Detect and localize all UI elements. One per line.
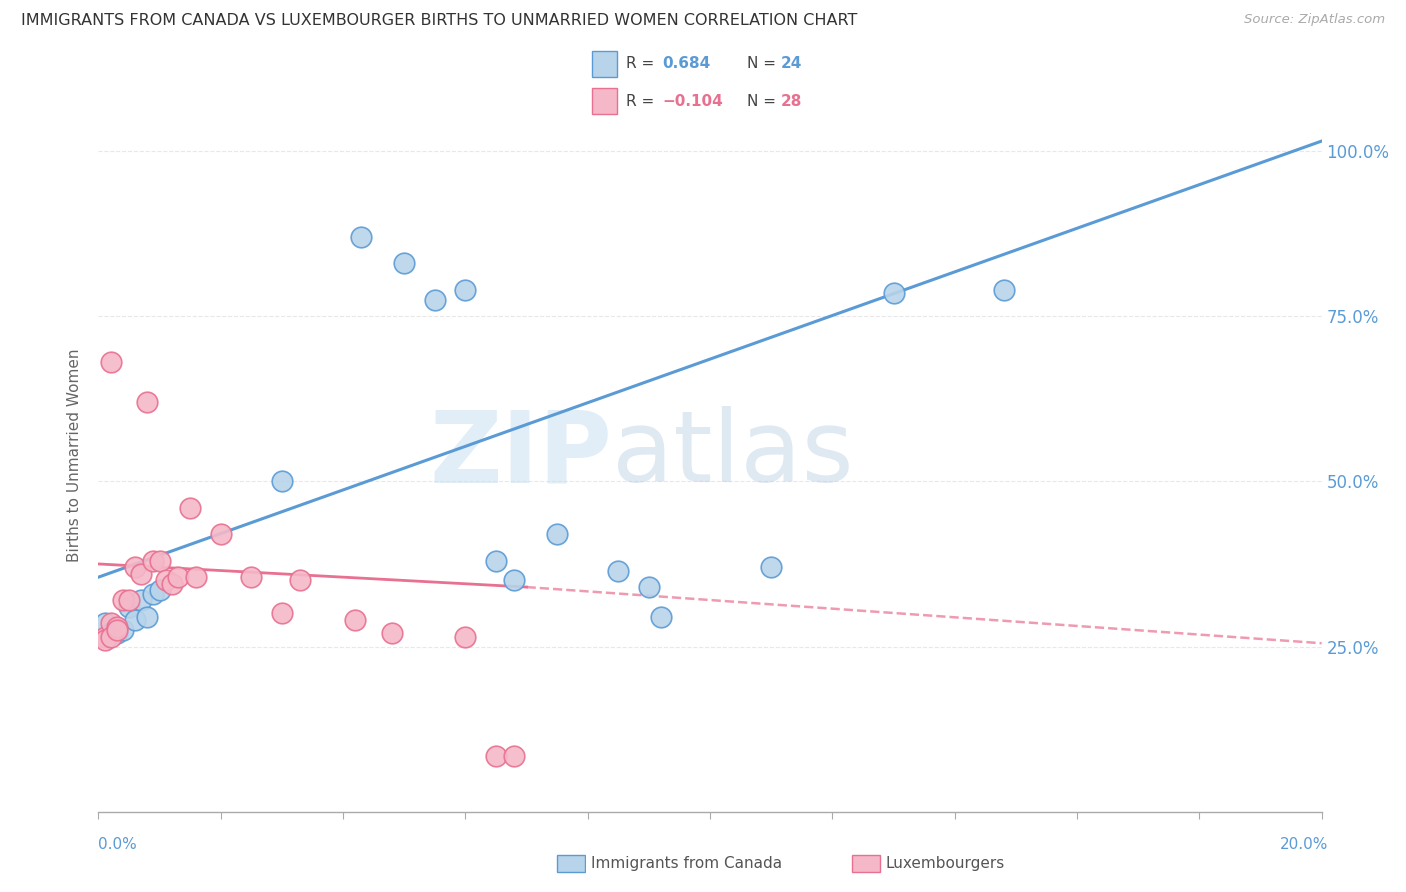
Text: R =: R = xyxy=(626,94,659,109)
Point xyxy=(290,574,312,588)
Text: Immigrants from Canada: Immigrants from Canada xyxy=(591,856,782,871)
Text: atlas: atlas xyxy=(612,407,853,503)
Point xyxy=(100,626,122,640)
Point xyxy=(142,554,165,568)
Point xyxy=(118,599,141,614)
Point xyxy=(759,560,782,574)
Point xyxy=(454,283,477,297)
Point xyxy=(124,613,146,627)
Text: 28: 28 xyxy=(780,94,801,109)
Y-axis label: Births to Unmarried Women: Births to Unmarried Women xyxy=(67,348,83,562)
Point xyxy=(485,748,508,763)
Bar xyxy=(852,855,880,872)
Point xyxy=(136,609,159,624)
Point xyxy=(503,574,526,588)
Point xyxy=(129,593,152,607)
Bar xyxy=(592,88,617,114)
Text: −0.104: −0.104 xyxy=(662,94,723,109)
Point xyxy=(650,609,672,624)
Point xyxy=(240,570,263,584)
Point xyxy=(179,500,201,515)
Point xyxy=(93,632,115,647)
Point xyxy=(142,587,165,601)
Point xyxy=(270,607,292,621)
Point xyxy=(100,355,122,369)
Text: N =: N = xyxy=(747,94,780,109)
Text: 0.0%: 0.0% xyxy=(98,838,138,852)
Point xyxy=(381,626,404,640)
Text: 0.684: 0.684 xyxy=(662,56,710,71)
Point xyxy=(993,283,1015,297)
Point xyxy=(637,580,661,594)
Bar xyxy=(592,51,617,77)
Text: Source: ZipAtlas.com: Source: ZipAtlas.com xyxy=(1244,13,1385,27)
Text: N =: N = xyxy=(747,56,780,71)
Point xyxy=(503,748,526,763)
Bar xyxy=(557,855,585,872)
Point xyxy=(105,623,128,637)
Text: IMMIGRANTS FROM CANADA VS LUXEMBOURGER BIRTHS TO UNMARRIED WOMEN CORRELATION CHA: IMMIGRANTS FROM CANADA VS LUXEMBOURGER B… xyxy=(21,13,858,29)
Point xyxy=(93,630,115,644)
Point xyxy=(454,630,477,644)
Text: Luxembourgers: Luxembourgers xyxy=(886,856,1005,871)
Point xyxy=(155,574,177,588)
Point xyxy=(136,395,159,409)
Point xyxy=(118,593,141,607)
Point xyxy=(350,230,373,244)
Point xyxy=(100,616,122,631)
Point xyxy=(167,570,190,584)
Point xyxy=(105,620,128,634)
Point xyxy=(124,560,146,574)
Point xyxy=(111,623,134,637)
Point xyxy=(160,576,183,591)
Point xyxy=(105,626,128,640)
Point xyxy=(270,475,292,489)
Text: ZIP: ZIP xyxy=(429,407,612,503)
Point xyxy=(100,630,122,644)
Point xyxy=(344,613,367,627)
Point xyxy=(883,286,905,301)
Text: 20.0%: 20.0% xyxy=(1281,838,1329,852)
Point xyxy=(93,616,115,631)
Point xyxy=(392,256,416,270)
Text: 24: 24 xyxy=(780,56,801,71)
Point xyxy=(129,566,152,581)
Text: R =: R = xyxy=(626,56,659,71)
Point xyxy=(186,570,208,584)
Point xyxy=(607,564,630,578)
Point xyxy=(111,593,134,607)
Point xyxy=(149,554,172,568)
Point xyxy=(485,554,508,568)
Point xyxy=(546,527,568,541)
Point xyxy=(423,293,446,307)
Point xyxy=(149,583,172,598)
Point xyxy=(209,527,232,541)
